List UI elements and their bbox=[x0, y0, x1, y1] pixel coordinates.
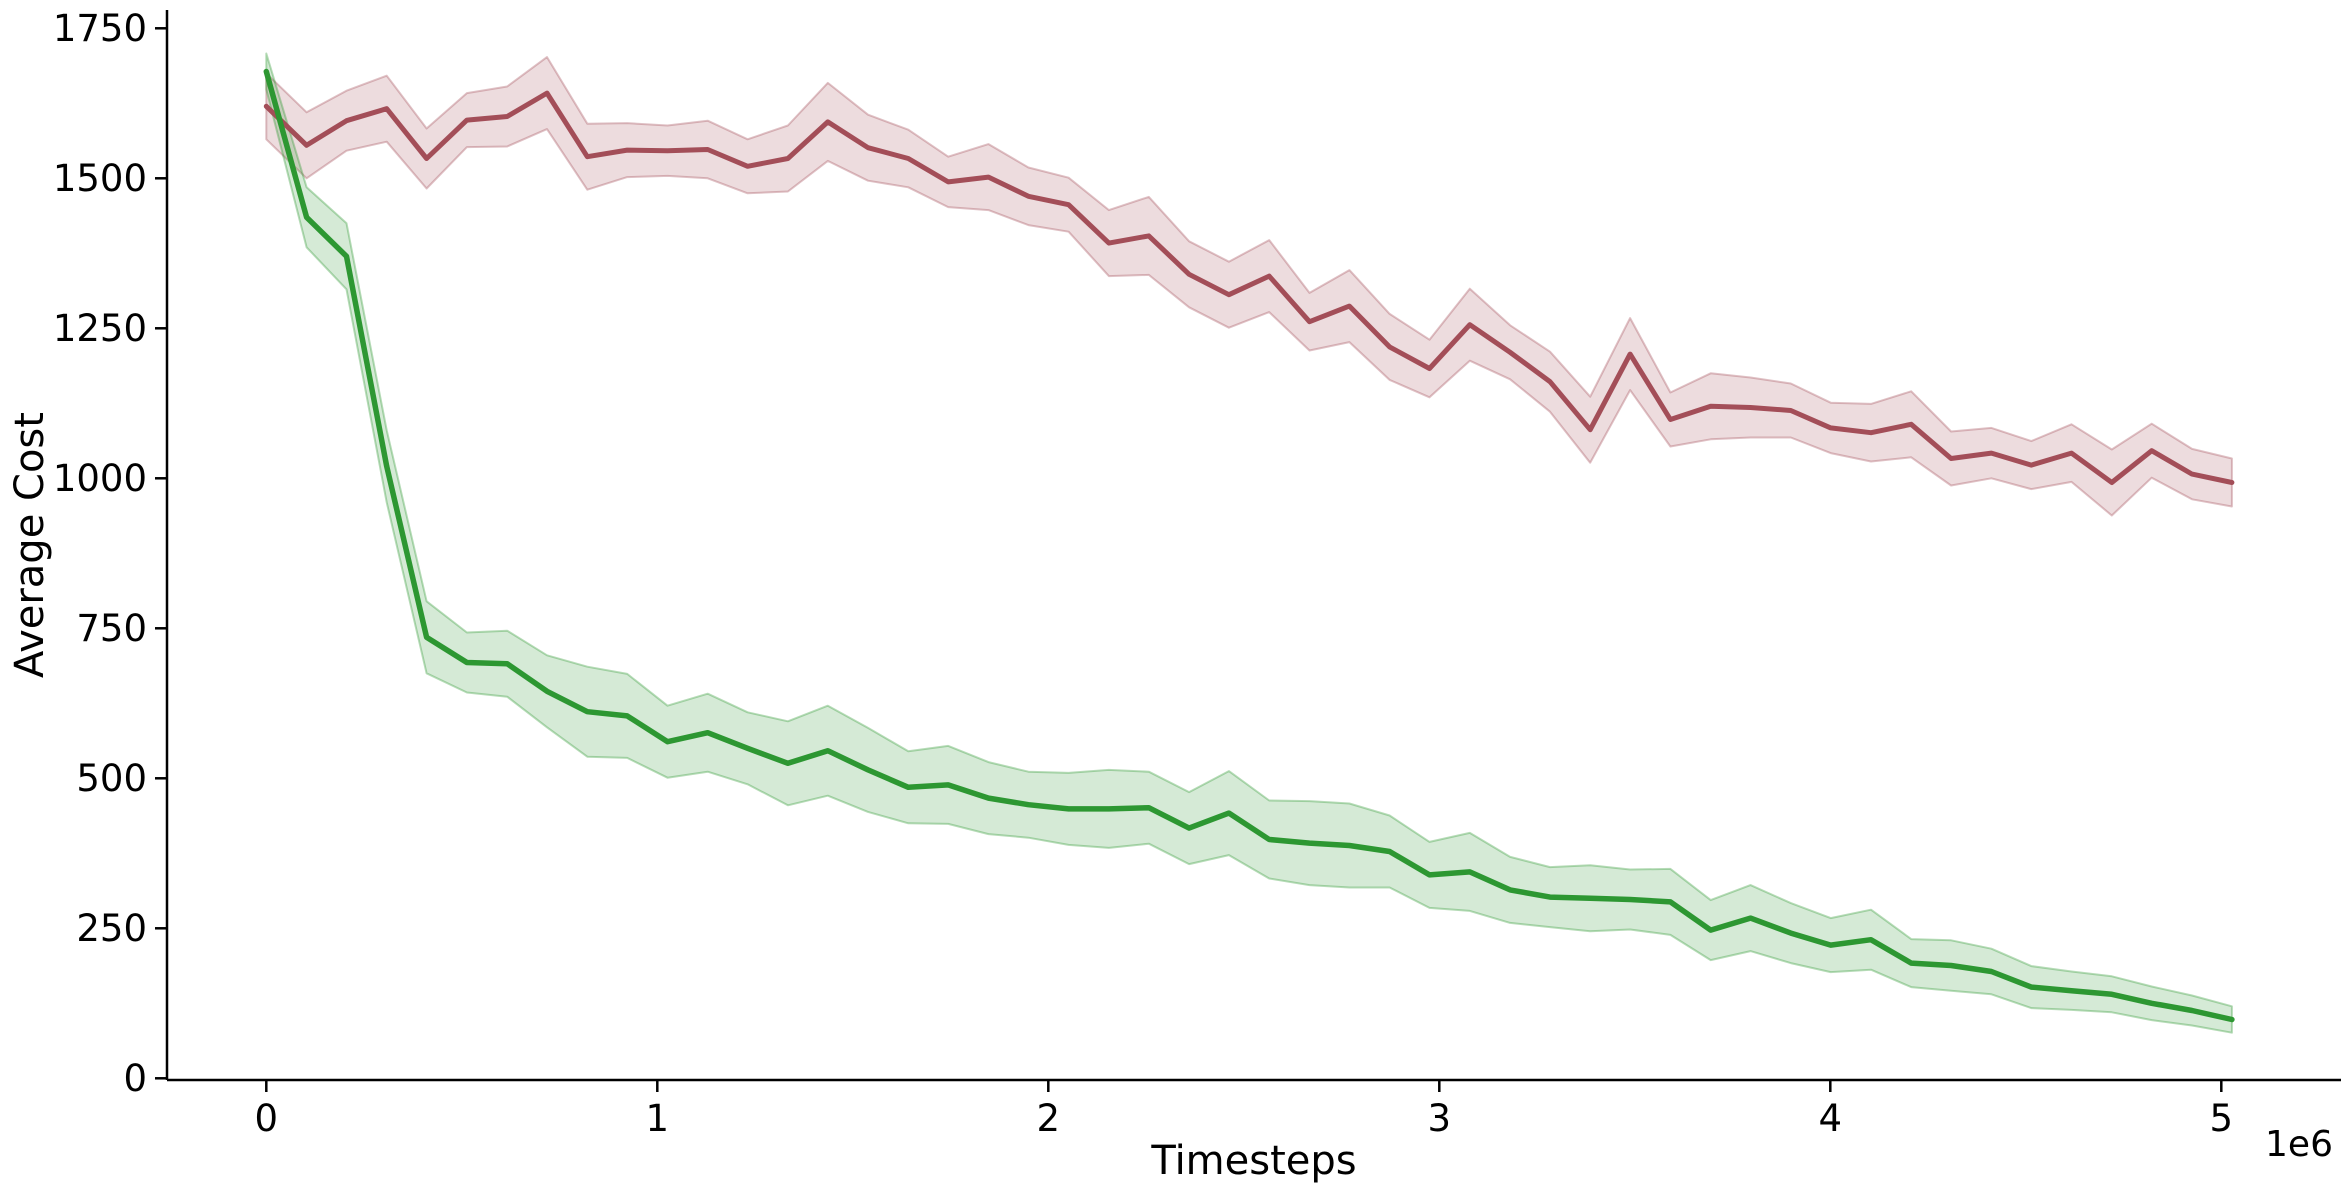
x-tick-label: 3 bbox=[1428, 1097, 1452, 1140]
y-tick-label: 1750 bbox=[53, 7, 147, 50]
y-tick-label: 750 bbox=[76, 607, 147, 650]
y-tick-label: 1000 bbox=[53, 457, 147, 500]
y-tick-label: 0 bbox=[123, 1057, 147, 1100]
y-tick-label: 1500 bbox=[53, 157, 147, 200]
x-axis-offset-label: 1e6 bbox=[2265, 1124, 2333, 1165]
x-tick-label: 0 bbox=[255, 1097, 279, 1140]
red-series-line bbox=[263, 90, 2235, 485]
y-axis-label: Average Cost bbox=[7, 412, 53, 678]
green-series-uncertainty-band bbox=[265, 52, 2233, 1034]
y-tick-label: 1250 bbox=[53, 307, 147, 350]
x-tick-label: 5 bbox=[2210, 1097, 2234, 1140]
y-tick-label: 500 bbox=[76, 757, 147, 800]
green-series-line bbox=[263, 68, 2235, 1023]
x-tick-label: 4 bbox=[1819, 1097, 1843, 1140]
y-tick-label: 250 bbox=[76, 907, 147, 950]
x-axis-label: Timesteps bbox=[1151, 1138, 1357, 1184]
x-tick-label: 1 bbox=[646, 1097, 670, 1140]
x-tick-label: 2 bbox=[1037, 1097, 1061, 1140]
